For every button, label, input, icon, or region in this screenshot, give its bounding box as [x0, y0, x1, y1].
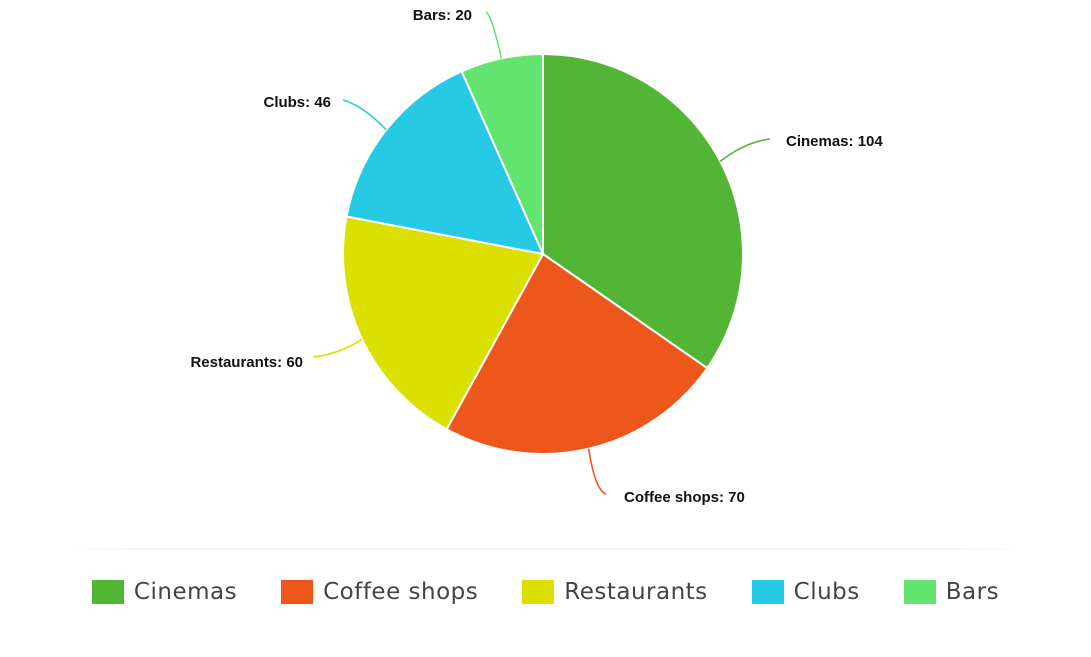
- pie-slice-coffee-shops[interactable]: [445, 253, 709, 455]
- legend-label-restaurants: Restaurants: [564, 579, 708, 605]
- legend-swatch-cinemas: [91, 580, 124, 604]
- data-label-clubs: Clubs: 46: [263, 94, 331, 111]
- connector-coffee-shops: [587, 448, 607, 495]
- legend-item-restaurants[interactable]: Restaurants: [522, 579, 707, 605]
- connector-clubs: [342, 99, 387, 131]
- legend-swatch-restaurants: [522, 580, 555, 604]
- pie-slices: [342, 53, 744, 455]
- pie-slice-restaurants[interactable]: [342, 215, 544, 431]
- legend-swatch-bars: [903, 580, 936, 604]
- pie-chart-svg: Cinemas: 104 Coffee shops: 70 Restaurants:…: [190, 7, 883, 506]
- data-labels: Cinemas: 104 Coffee shops: 70 Restaurants:…: [190, 7, 883, 506]
- data-label-cinemas: Cinemas: 104: [786, 133, 883, 150]
- legend-label-coffee-shops: Coffee shops: [323, 579, 479, 605]
- data-label-coffee-shops: Coffee shops: 70: [624, 489, 745, 506]
- pie-slice-clubs[interactable]: [345, 70, 544, 255]
- data-label-bars: Bars: 20: [413, 7, 472, 24]
- legend-item-cinemas[interactable]: Cinemas: [91, 579, 238, 605]
- legend-item-bars[interactable]: Bars: [903, 579, 1000, 605]
- legend-label-cinemas: Cinemas: [133, 579, 238, 605]
- legend: Cinemas Coffee shops Restaurants Clubs B…: [0, 572, 1091, 612]
- pie-slice-cinemas[interactable]: [542, 53, 744, 370]
- data-label-restaurants: Restaurants: 60: [190, 354, 303, 371]
- legend-label-clubs: Clubs: [793, 579, 860, 605]
- legend-label-bars: Bars: [945, 579, 1000, 605]
- legend-divider: [64, 548, 1026, 550]
- legend-item-coffee-shops[interactable]: Coffee shops: [281, 579, 478, 605]
- connector-restaurants: [312, 338, 363, 358]
- legend-swatch-coffee-shops: [281, 580, 314, 604]
- pie-chart: Cinemas: 104 Coffee shops: 70 Restaurants:…: [190, 7, 883, 506]
- legend-item-clubs[interactable]: Clubs: [751, 579, 860, 605]
- label-connectors: [312, 11, 771, 495]
- legend-swatch-clubs: [751, 580, 784, 604]
- connector-bars: [485, 11, 503, 59]
- pie-slice-bars[interactable]: [460, 53, 544, 255]
- connector-cinemas: [719, 138, 771, 162]
